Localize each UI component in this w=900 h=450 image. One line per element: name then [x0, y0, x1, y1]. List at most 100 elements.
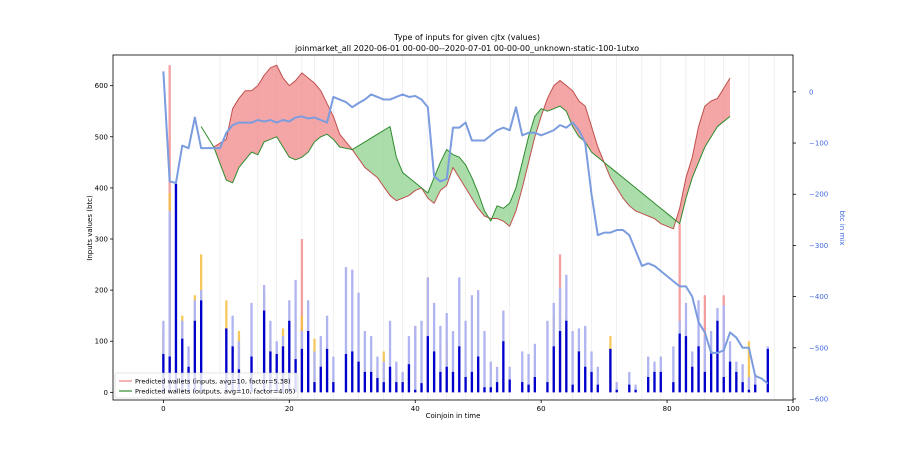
y2-tick-label-2: −200 [809, 191, 828, 199]
bar-light-81 [747, 377, 751, 393]
bar-strong-44 [477, 356, 480, 393]
bar-strong-46 [489, 387, 492, 393]
bar-light-1 [168, 210, 171, 393]
fill-3 [423, 149, 490, 219]
fill-8 [676, 78, 731, 224]
bar-strong-64 [628, 384, 631, 393]
bar-strong-5 [193, 320, 197, 393]
bar-light-82 [754, 374, 757, 393]
bar-strong-47 [495, 382, 499, 393]
legend-outputs-label: Predicted wallets (outputs, avg=10, fact… [135, 388, 295, 396]
bar-strong-67 [653, 371, 656, 393]
y-tick-label-0: 0 [104, 389, 108, 397]
bar-strong-61 [596, 384, 599, 393]
bar-light-35 [420, 320, 423, 393]
bar-strong-2 [174, 183, 178, 393]
bar-light-59 [584, 325, 587, 393]
bar-strong-63 [615, 389, 618, 393]
x-tick-label-0: 0 [161, 405, 165, 413]
bar-light-20 [319, 336, 322, 393]
bar-light-57 [571, 331, 574, 393]
bar-strong-72 [691, 366, 694, 393]
bar-strong-3 [181, 338, 184, 393]
bar-strong-55 [558, 331, 562, 393]
bar-strong-26 [363, 371, 367, 393]
bar-strong-69 [672, 382, 675, 393]
bar-strong-78 [728, 361, 732, 393]
x-tick-label-3: 60 [537, 405, 546, 413]
bar-strong-66 [647, 377, 650, 393]
legend: Predicted wallets (inputs, avg=10, facto… [114, 372, 299, 399]
bar-strong-82 [754, 384, 757, 393]
bar-strong-43 [470, 371, 474, 393]
y-tick-label-4: 400 [95, 184, 108, 192]
bar-light-45 [483, 331, 486, 393]
series-lines [162, 64, 769, 385]
bar-strong-71 [684, 336, 688, 393]
y2-tick-label-3: −300 [809, 242, 828, 250]
bar-strong-80 [741, 382, 744, 393]
y-tick-label-5: 500 [95, 133, 108, 141]
bar-strong-36 [426, 336, 429, 393]
bar-strong-49 [508, 379, 511, 393]
bar-strong-74 [703, 371, 707, 393]
bar-strong-53 [546, 382, 549, 393]
bar-strong-57 [571, 384, 574, 393]
bar-strong-75 [709, 351, 713, 393]
bar-light-25 [357, 292, 360, 393]
bar-light-28 [376, 356, 379, 393]
bar-light-19 [313, 351, 316, 393]
bar-light-37 [432, 302, 436, 393]
bar-strong-24 [351, 351, 354, 393]
bar-strong-70 [678, 333, 681, 393]
bar-light-41 [458, 277, 461, 393]
bar-light-74 [703, 336, 707, 393]
bar-strong-38 [439, 371, 442, 393]
bar-light-9 [237, 341, 241, 393]
bar-light-16 [294, 279, 297, 393]
bar-light-10 [250, 302, 253, 393]
x-tick-label-4: 80 [663, 405, 672, 413]
bar-strong-56 [565, 320, 568, 393]
bar-strong-19 [313, 382, 316, 393]
bar-light-24 [351, 269, 354, 393]
legend-inputs-label: Predicted wallets (inputs, avg=10, facto… [135, 378, 291, 386]
bar-strong-25 [357, 361, 360, 393]
bar-strong-68 [659, 371, 662, 393]
bar-light-34 [414, 325, 417, 393]
bar-strong-39 [445, 366, 448, 393]
bar-light-27 [369, 336, 373, 393]
bar-light-61 [596, 366, 599, 393]
bar-strong-81 [747, 389, 751, 393]
bar-strong-58 [577, 351, 581, 393]
bar-light-29 [382, 361, 385, 393]
bar-strong-8 [231, 346, 234, 393]
x-tick-label-1: 20 [285, 405, 294, 413]
plot-frame [112, 54, 794, 401]
bar-light-51 [527, 354, 530, 393]
y-axis-label: Inputs values (btc) [86, 195, 94, 261]
bar-strong-79 [735, 371, 738, 393]
bar-strong-28 [376, 378, 379, 393]
bar-strong-45 [483, 387, 486, 393]
bar-strong-7 [225, 328, 228, 393]
bar-light-69 [672, 346, 675, 393]
bar-strong-27 [369, 371, 373, 393]
bar-strong-62 [609, 348, 612, 393]
bar-strong-65 [634, 389, 637, 393]
bar-light-63 [615, 382, 618, 393]
bar-light-46 [489, 361, 492, 393]
bar-strong-35 [420, 383, 423, 393]
bar-strong-41 [458, 346, 461, 393]
bar-strong-59 [584, 366, 587, 393]
bar-light-23 [344, 267, 348, 393]
bar-light-36 [426, 277, 429, 393]
bar-yellow-81 [747, 341, 751, 393]
bar-light-39 [445, 313, 448, 393]
x-axis-label: Coinjoin in time [426, 412, 481, 420]
y-tick-label-2: 200 [95, 287, 108, 295]
bar-light-44 [477, 290, 480, 393]
bar-strong-15 [288, 320, 291, 393]
bar-strong-23 [344, 354, 348, 393]
bar-light-64 [628, 371, 631, 393]
